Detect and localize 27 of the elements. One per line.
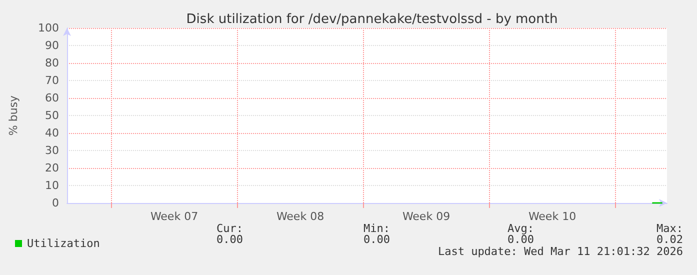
y-tick-label: 100 — [38, 22, 59, 34]
y-tick-label: 70 — [45, 74, 59, 87]
y-tick-label: 50 — [45, 109, 59, 122]
legend-label: Utilization — [27, 237, 100, 250]
y-tick-label: 40 — [45, 126, 59, 140]
text: Max: — [656, 222, 683, 235]
y-tick-label: 60 — [45, 92, 59, 104]
y-tick-label: 10 — [45, 179, 59, 192]
text: 0.02 — [656, 233, 683, 246]
text: 0.00 — [216, 233, 243, 246]
text: 0.00 — [508, 233, 534, 246]
text: 0.00 — [364, 233, 390, 246]
x-tick-label: Week 09 — [402, 210, 450, 223]
y-tick-label: 80 — [45, 56, 59, 70]
x-tick-label: Week 07 — [150, 210, 198, 223]
text: Last update: Wed Mar 11 21:01:32 2026 — [438, 245, 683, 258]
y-tick-label: 90 — [45, 39, 59, 52]
text: Cur: — [216, 222, 243, 235]
y-axis-title: % busy — [7, 94, 20, 136]
x-tick-label: Week 08 — [276, 210, 324, 223]
y-tick-label: 30 — [45, 144, 59, 157]
y-tick-label: 20 — [45, 162, 59, 174]
x-tick-label: Week 10 — [528, 210, 576, 223]
chart-title: Disk utilization for /dev/pannekake/testvolssd - by month — [186, 12, 558, 27]
text: Min: — [364, 222, 390, 235]
text: Avg: — [508, 222, 534, 235]
y-tick-label: 0 — [52, 196, 59, 210]
